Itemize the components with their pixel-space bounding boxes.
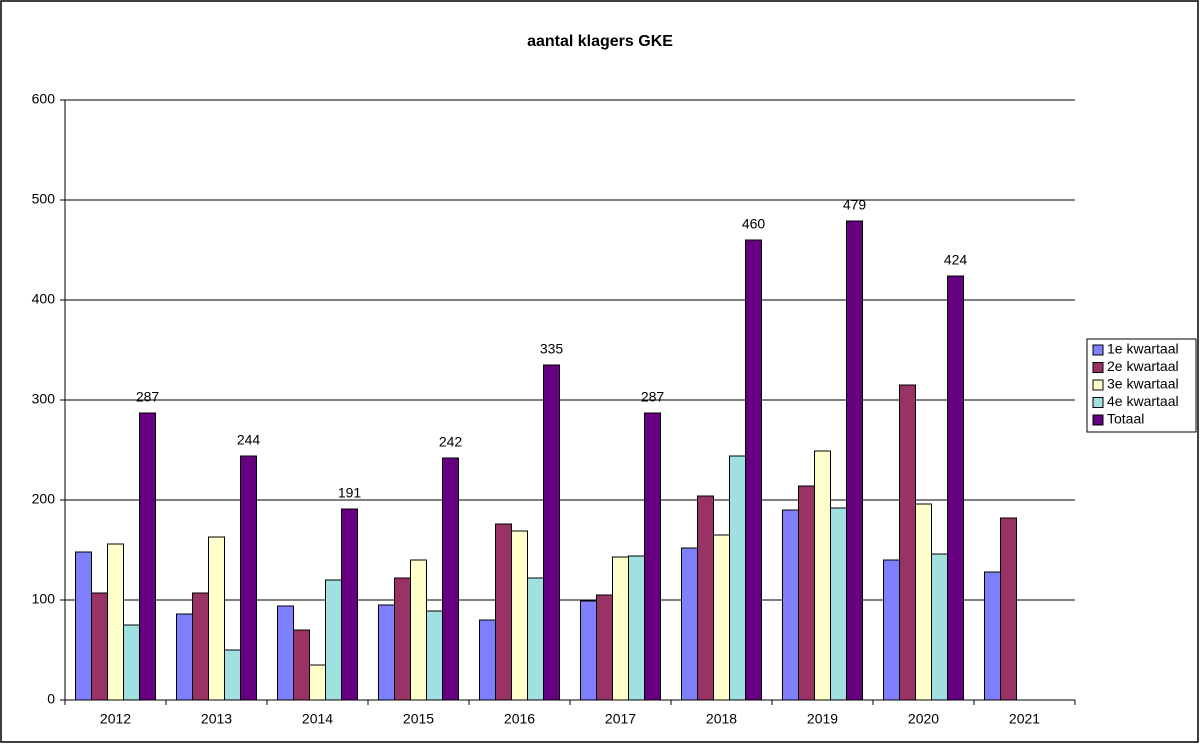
- y-tick-label: 100: [32, 591, 56, 607]
- bar: [442, 457, 459, 701]
- legend-label: 4e kwartaal: [1107, 393, 1179, 409]
- data-label: 287: [641, 389, 665, 405]
- bar: [192, 592, 209, 701]
- x-tick-label: 2014: [302, 711, 333, 727]
- bar: [713, 534, 730, 701]
- legend-label: Totaal: [1107, 411, 1144, 427]
- bar: [883, 559, 900, 701]
- bar: [527, 577, 544, 701]
- y-tick-label: 200: [32, 491, 56, 507]
- legend-swatch: [1092, 379, 1104, 391]
- legend-label: 2e kwartaal: [1107, 358, 1179, 374]
- data-label: 242: [439, 434, 463, 450]
- legend-box: [1086, 338, 1197, 433]
- data-label: 244: [237, 432, 261, 448]
- bar: [293, 629, 310, 701]
- bar: [309, 664, 326, 701]
- bar: [580, 600, 597, 701]
- x-tick-label: 2019: [807, 711, 838, 727]
- x-tick-label: 2021: [1009, 711, 1040, 727]
- bar: [394, 577, 411, 701]
- bar: [277, 605, 294, 701]
- x-tick-label: 2018: [706, 711, 737, 727]
- bar: [628, 555, 645, 701]
- legend-swatch: [1092, 362, 1104, 373]
- bar: [378, 604, 395, 701]
- bar: [984, 571, 1001, 701]
- x-tick-label: 2016: [504, 711, 535, 727]
- bar: [681, 547, 698, 701]
- y-tick-label: 0: [47, 691, 55, 707]
- bar: [91, 592, 108, 701]
- legend-label: 1e kwartaal: [1107, 341, 1179, 357]
- bar: [426, 610, 443, 701]
- y-tick-label: 600: [32, 91, 56, 107]
- data-label: 191: [338, 485, 362, 501]
- chart-title: aantal klagers GKE: [527, 33, 673, 50]
- data-label: 479: [843, 197, 867, 213]
- x-tick-label: 2015: [403, 711, 434, 727]
- bar: [798, 485, 815, 701]
- y-tick-label: 300: [32, 391, 56, 407]
- bar: [107, 543, 124, 701]
- bar: [341, 508, 358, 701]
- bar: [644, 412, 661, 701]
- legend-swatch: [1092, 344, 1104, 356]
- y-tick-label: 500: [32, 191, 56, 207]
- bar: [745, 239, 762, 701]
- bar: [729, 455, 746, 701]
- data-label: 335: [540, 341, 564, 357]
- bar: [479, 619, 496, 701]
- bar: [543, 364, 560, 701]
- bar: [612, 556, 629, 701]
- bar: [495, 523, 512, 701]
- bar: [931, 553, 948, 701]
- bar: [899, 384, 916, 701]
- x-tick-label: 2020: [908, 711, 939, 727]
- bar: [208, 536, 225, 701]
- legend-swatch: [1092, 414, 1104, 426]
- bar: [1000, 517, 1017, 701]
- bar: [325, 579, 342, 701]
- bar: [596, 594, 613, 701]
- data-label: 287: [136, 389, 160, 405]
- bar: [139, 412, 156, 701]
- bar: [782, 509, 799, 701]
- bar: [947, 275, 964, 701]
- legend-swatch: [1092, 397, 1104, 408]
- data-label: 460: [742, 216, 766, 232]
- bar: [511, 530, 528, 701]
- bar: [830, 507, 847, 701]
- y-tick-label: 400: [32, 291, 56, 307]
- bar: [176, 613, 193, 701]
- legend-label: 3e kwartaal: [1107, 376, 1179, 392]
- bar: [814, 450, 831, 701]
- x-tick-label: 2012: [100, 711, 131, 727]
- bar: [697, 495, 714, 701]
- bar: [846, 220, 863, 701]
- bar: [410, 559, 427, 701]
- x-tick-label: 2017: [605, 711, 636, 727]
- data-label: 424: [944, 252, 968, 268]
- x-tick-label: 2013: [201, 711, 232, 727]
- bar: [123, 624, 140, 701]
- bar: [75, 551, 92, 701]
- bar: [915, 503, 932, 701]
- bar: [240, 455, 257, 701]
- bar: [224, 649, 241, 701]
